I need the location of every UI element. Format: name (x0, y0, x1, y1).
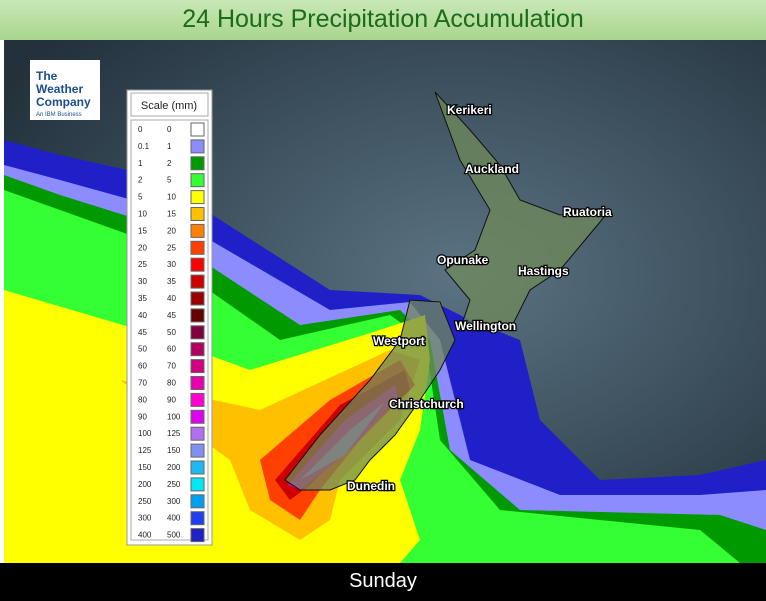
legend-from: 0 (138, 125, 143, 134)
legend-swatch (190, 528, 205, 543)
city-label: Hastings (518, 264, 569, 278)
legend-swatch (190, 443, 205, 458)
legend-from: 40 (138, 311, 147, 320)
legend-from: 70 (138, 379, 147, 388)
legend-swatch (190, 460, 205, 475)
legend-from: 300 (138, 514, 152, 523)
legend-title: Scale (mm) (141, 100, 197, 112)
legend-swatch (190, 156, 205, 171)
logo-box (30, 60, 100, 120)
legend-to: 40 (167, 294, 176, 303)
legend-swatch (190, 359, 205, 374)
legend-to: 90 (167, 395, 176, 404)
legend-from: 45 (138, 328, 147, 337)
legend-swatch (190, 376, 205, 390)
legend-swatch (190, 494, 205, 509)
city-label: Auckland (465, 162, 519, 176)
legend-to: 80 (167, 379, 176, 388)
legend-to: 1 (167, 142, 172, 151)
logo-tagline: An IBM Business (36, 112, 82, 118)
legend-from: 0.1 (138, 142, 150, 151)
land (284, 91, 612, 491)
legend-from: 20 (138, 243, 147, 252)
legend-from: 35 (138, 294, 147, 303)
legend-to: 50 (167, 328, 176, 337)
legend-from: 15 (138, 226, 147, 235)
legend-swatch (190, 325, 205, 340)
legend-to: 5 (167, 176, 172, 185)
title: 24 Hours Precipitation Accumulation (0, 0, 766, 40)
legend-swatch (190, 139, 205, 154)
legend-to: 70 (167, 362, 176, 371)
legend-from: 30 (138, 277, 147, 286)
legend-swatch (190, 274, 205, 289)
legend-from: 1 (138, 159, 143, 168)
legend-to: 400 (167, 514, 181, 523)
legend-to: 60 (167, 345, 176, 354)
legend-from: 150 (138, 463, 152, 472)
legend-from: 100 (138, 429, 152, 438)
legend-frame (130, 119, 209, 541)
legend-swatch (190, 308, 205, 323)
legend-from: 400 (138, 531, 152, 540)
city-label: Christchurch (389, 397, 464, 411)
legend-swatch (190, 207, 205, 221)
logo-text: Company (36, 95, 91, 109)
legend-to: 250 (167, 480, 181, 489)
legend-swatch (190, 511, 205, 526)
legend-swatch (190, 291, 205, 306)
legend-swatch (190, 409, 205, 424)
legend-to: 35 (167, 277, 176, 286)
city-label: Dunedin (347, 479, 395, 493)
legend-from: 90 (138, 412, 147, 421)
map: The Weather Company An IBM Business Scal… (4, 40, 766, 563)
legend-to: 150 (167, 446, 181, 455)
legend-to: 200 (167, 463, 181, 472)
city-label: Ruatoria (563, 205, 612, 219)
legend-to: 500 (167, 531, 181, 540)
legend-from: 60 (138, 362, 147, 371)
legend-swatch (190, 477, 205, 492)
legend-to: 45 (167, 311, 176, 320)
legend-swatch (190, 173, 205, 188)
logo-text: Weather (36, 82, 83, 96)
logo-text: The (36, 69, 58, 83)
city-label: Kerikeri (447, 103, 492, 117)
legend-from: 125 (138, 446, 152, 455)
legend-swatch (190, 190, 205, 205)
legend-from: 2 (138, 176, 143, 185)
legend-to: 0 (167, 125, 172, 134)
legend-swatch (190, 392, 205, 407)
legend-swatch (190, 122, 205, 137)
legend-swatch (190, 426, 205, 441)
legend-swatch (190, 342, 205, 357)
legend-to: 20 (167, 226, 176, 235)
legend-to: 25 (167, 243, 176, 252)
legend-swatch (190, 257, 205, 272)
legend-from: 5 (138, 193, 143, 202)
legend-to: 300 (167, 497, 181, 506)
legend-from: 25 (138, 260, 147, 269)
legend-from: 200 (138, 480, 152, 489)
legend-swatch (190, 240, 205, 255)
legend-to: 125 (167, 429, 181, 438)
legend-swatch (190, 223, 205, 238)
city-label: Wellington (455, 319, 516, 333)
legend-header (130, 92, 209, 117)
footer-day: Sunday (0, 563, 766, 601)
legend-to: 2 (167, 159, 172, 168)
legend-to: 15 (167, 210, 176, 219)
legend-from: 80 (138, 395, 147, 404)
legend-from: 50 (138, 345, 147, 354)
city-label: Westport (373, 334, 425, 348)
legend-to: 30 (167, 260, 176, 269)
legend-to: 100 (167, 412, 181, 421)
city-label: Opunake (437, 253, 489, 267)
legend-from: 10 (138, 210, 147, 219)
legend-from: 250 (138, 497, 152, 506)
legend-to: 10 (167, 193, 176, 202)
